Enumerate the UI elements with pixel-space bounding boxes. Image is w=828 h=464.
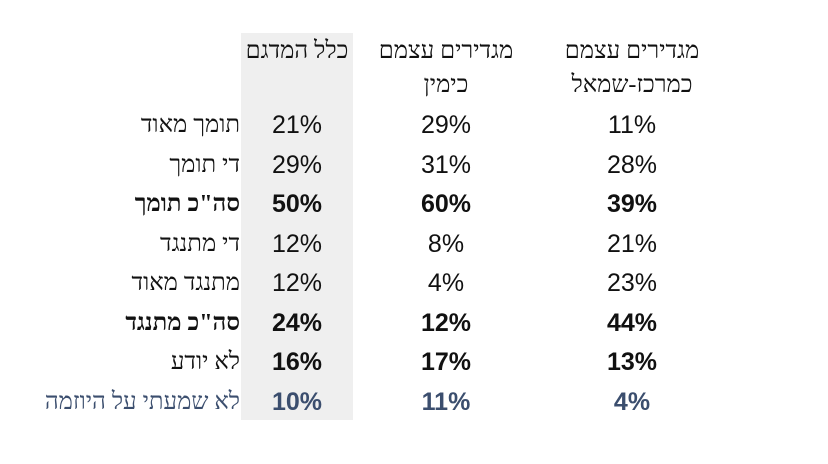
column-header-line: כמרכז-שמאל xyxy=(571,72,693,98)
row-label: מתנגד מאוד xyxy=(131,270,240,296)
data-cell: 31% xyxy=(420,150,472,179)
row-label: לא שמעתי על היוזמה xyxy=(44,388,240,415)
row-label: לא יודע xyxy=(170,349,240,375)
data-cell: 11% xyxy=(421,387,471,416)
data-cell: 4% xyxy=(427,269,465,297)
data-cell: 12% xyxy=(271,229,323,258)
data-cell: 39% xyxy=(606,190,658,218)
column-header-center-left: מגדירים עצמם כמרכז-שמאל xyxy=(565,34,699,102)
column-header-right: מגדירים עצמם כימין xyxy=(379,34,513,102)
data-cell: 8% xyxy=(427,229,465,258)
data-cell: 12% xyxy=(420,308,472,337)
row-label: סה"כ תומך xyxy=(134,191,240,217)
data-cell: 44% xyxy=(606,308,658,337)
data-cell: 4% xyxy=(613,387,651,416)
data-cell: 23% xyxy=(606,269,658,297)
column-header-line: מגדירים עצמם xyxy=(378,38,514,64)
data-cell: 13% xyxy=(606,348,658,376)
row-label: סה"כ מתנגד xyxy=(125,309,240,336)
column-header-line: מגדירים עצמם xyxy=(564,38,700,64)
data-cell: 12% xyxy=(271,269,323,297)
data-cell: 21% xyxy=(271,111,323,139)
data-cell: 21% xyxy=(606,229,658,258)
highlight-column-overall xyxy=(241,33,353,420)
data-cell: 29% xyxy=(420,111,472,139)
data-cell: 28% xyxy=(606,150,658,179)
data-cell: 17% xyxy=(420,348,472,376)
data-cell: 24% xyxy=(271,308,323,337)
row-label: די מתנגד xyxy=(160,230,240,257)
data-cell: 10% xyxy=(271,387,323,416)
row-label: תומך מאוד xyxy=(140,112,240,138)
row-label: די תומך xyxy=(169,151,240,178)
column-header-line: כימין xyxy=(423,72,469,98)
data-cell: 11% xyxy=(607,111,657,139)
column-header-line: כלל המדגם xyxy=(245,38,349,64)
data-cell: 50% xyxy=(271,190,323,218)
data-cell: 29% xyxy=(271,150,323,179)
column-header-overall: כלל המדגם xyxy=(246,34,349,68)
data-cell: 16% xyxy=(271,348,323,376)
data-cell: 60% xyxy=(420,190,472,218)
